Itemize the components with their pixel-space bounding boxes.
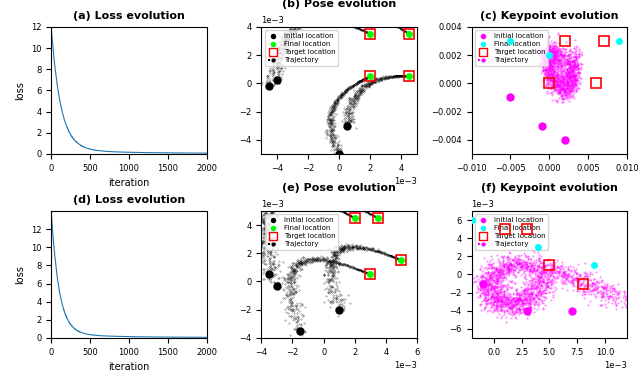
Legend: Initial location, Final location, Target location, Trajectory: Initial location, Final location, Target…	[475, 30, 548, 66]
Title: (a) Loss evolution: (a) Loss evolution	[73, 10, 185, 21]
X-axis label: iteration: iteration	[108, 178, 150, 188]
Title: (d) Loss evolution: (d) Loss evolution	[73, 195, 185, 205]
Title: (e) Pose evolution: (e) Pose evolution	[282, 184, 396, 194]
Y-axis label: loss: loss	[15, 265, 26, 284]
Title: (c) Keypoint evolution: (c) Keypoint evolution	[480, 10, 619, 21]
Legend: Initial location, Final location, Target location, Trajectory: Initial location, Final location, Target…	[265, 214, 338, 250]
Title: (f) Keypoint evolution: (f) Keypoint evolution	[481, 184, 618, 194]
X-axis label: iteration: iteration	[108, 362, 150, 372]
Title: (b) Pose evolution: (b) Pose evolution	[282, 0, 396, 9]
Legend: Initial location, Final location, Target location, Trajectory: Initial location, Final location, Target…	[475, 214, 548, 250]
Y-axis label: loss: loss	[15, 81, 26, 100]
Legend: Initial location, Final location, Target location, Trajectory: Initial location, Final location, Target…	[265, 30, 338, 66]
